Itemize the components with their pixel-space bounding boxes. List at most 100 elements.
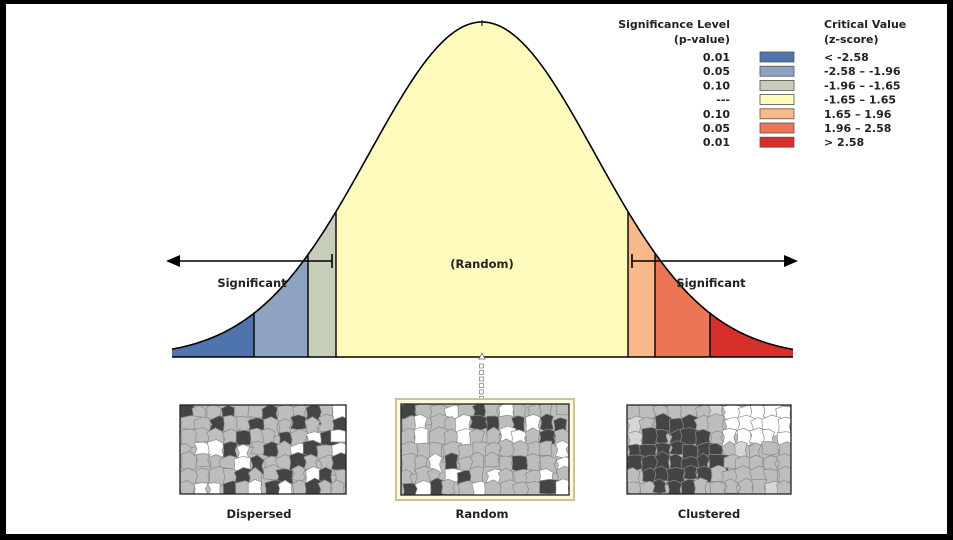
map-polygon	[469, 414, 490, 431]
map-polygon	[180, 450, 198, 471]
map-polygon	[275, 468, 294, 486]
legend-p-value: 0.10	[703, 108, 730, 121]
map-polygon	[693, 477, 709, 494]
map-polygon	[304, 477, 325, 494]
map-polygon	[247, 479, 262, 494]
map-polygon	[539, 413, 554, 432]
map-dispersed: Dispersed	[179, 404, 347, 521]
right-significant-arrow	[631, 254, 798, 268]
left-significant-arrow	[166, 254, 333, 268]
map-polygon	[193, 482, 209, 494]
map-border	[400, 403, 570, 496]
map-polygon	[723, 478, 739, 494]
map-polygon	[555, 478, 569, 495]
connector-dot	[479, 370, 484, 375]
map-polygon	[655, 429, 669, 445]
map-polygon	[652, 478, 667, 494]
map-polygon	[627, 481, 642, 494]
legend-swatch	[759, 94, 795, 105]
map-polygon	[317, 479, 332, 494]
legend-swatch	[759, 51, 795, 63]
map-random: Random	[395, 398, 575, 521]
map-polygon	[737, 478, 755, 494]
map-polygon	[429, 477, 444, 495]
map-polygon	[277, 479, 293, 494]
legend-critical-header: Critical Value	[824, 18, 906, 31]
curve-bands	[172, 22, 793, 357]
map-polygon	[761, 440, 780, 456]
legend-swatch	[759, 108, 795, 120]
legend-p-value: ---	[716, 94, 730, 107]
legend-z-score: -1.96 – -1.65	[824, 79, 901, 92]
map-border	[626, 404, 792, 495]
map-polygon	[401, 469, 413, 486]
example-maps: Dispersed Random Clustered	[179, 398, 792, 521]
legend-row: 0.10 1.65 – 1.96	[703, 108, 892, 121]
dotted-connector	[478, 352, 486, 401]
map-polygon	[484, 479, 504, 495]
map-polygon	[666, 480, 683, 494]
map-polygon	[330, 429, 346, 443]
legend-p-value: 0.05	[703, 65, 730, 78]
map-polygon	[511, 440, 529, 457]
legend-row: 0.05 -2.58 – -1.96	[703, 65, 901, 78]
map-clustered: Clustered	[626, 404, 792, 521]
legend-p-value: 0.01	[703, 136, 730, 149]
legend-row: 0.05 1.96 – 2.58	[703, 122, 892, 135]
legend-row: --- -1.65 – 1.65	[716, 94, 896, 107]
band-1-96-1-65	[308, 211, 336, 357]
legend-z-score: -1.65 – 1.65	[824, 94, 896, 107]
band-gt-2-58	[710, 313, 793, 357]
map-polygon	[681, 478, 699, 494]
legend-critical-subheader: (z-score)	[824, 33, 879, 46]
map-polygon	[289, 414, 307, 431]
legend-p-value: 0.05	[703, 122, 730, 135]
legend-p-value: 0.01	[703, 51, 730, 64]
legend-swatch	[759, 65, 795, 77]
map-polygon	[776, 479, 791, 494]
map-polygon	[195, 453, 211, 467]
map-polygon	[709, 481, 726, 494]
band-lt-2-58	[172, 313, 254, 357]
legend-significance-header: Significance Level	[618, 18, 730, 31]
legend-swatch	[759, 136, 795, 148]
map-polygon	[555, 440, 569, 459]
map-polygon	[291, 465, 306, 482]
legend-z-score: 1.65 – 1.96	[824, 108, 892, 121]
legend-swatch	[759, 122, 795, 134]
map-polygon	[330, 452, 346, 471]
legend-row: 0.10 -1.96 – -1.65	[703, 79, 901, 92]
map-polygon	[180, 480, 197, 494]
legend-z-score: > 2.58	[824, 136, 864, 149]
map-polygon	[555, 404, 569, 416]
connector-dot	[479, 363, 484, 369]
figure-frame: Significant Significant (Random) Signifi…	[6, 4, 947, 534]
map-label-clustered: Clustered	[678, 507, 740, 521]
map-polygon	[207, 482, 221, 494]
map-polygon	[291, 479, 308, 494]
legend-z-score: 1.96 – 2.58	[824, 122, 891, 135]
legend-significance-subheader: (p-value)	[674, 33, 730, 46]
legend-z-score: < -2.58	[824, 51, 869, 64]
connector-dot	[479, 376, 484, 382]
left-significant-label: Significant	[217, 276, 287, 290]
legend-swatch	[759, 80, 795, 91]
legend-row: 0.01 > 2.58	[703, 136, 864, 149]
map-polygon	[317, 413, 334, 432]
map-polygon	[777, 465, 791, 483]
map-polygon	[751, 478, 768, 494]
map-polygon	[194, 467, 210, 484]
connector-dot	[479, 389, 484, 395]
legend-row: 0.01 < -2.58	[703, 51, 869, 64]
map-border	[179, 404, 347, 495]
map-polygon	[441, 478, 456, 495]
band-1-96-2-58	[655, 253, 710, 357]
connector-dot	[479, 383, 484, 388]
legend-p-value: 0.10	[703, 79, 730, 92]
right-significant-label: Significant	[676, 276, 746, 290]
map-polygon	[538, 440, 553, 456]
band-1-65-1-96	[628, 211, 655, 357]
z-score-diagram: Significant Significant (Random) Signifi…	[166, 18, 906, 521]
random-center-label: (Random)	[450, 257, 513, 271]
legend-z-score: -2.58 – -1.96	[824, 65, 901, 78]
